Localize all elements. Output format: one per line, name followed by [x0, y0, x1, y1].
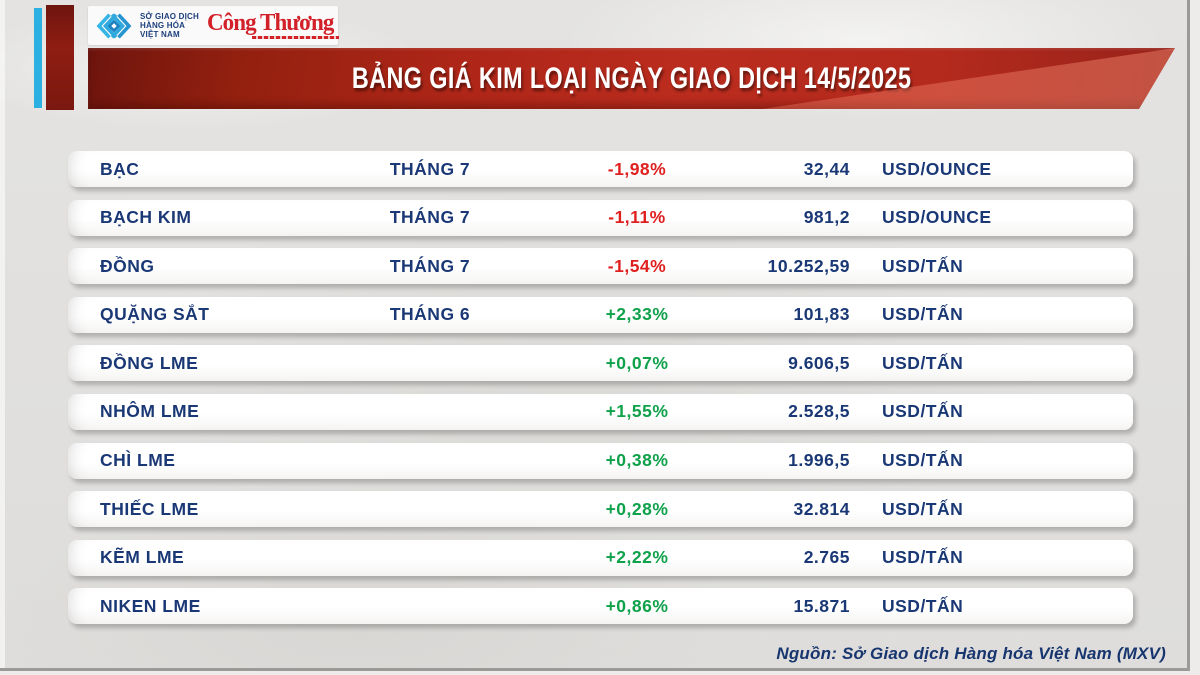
price-unit: USD/OUNCE	[882, 207, 992, 228]
congthuong-logo: Công Thương	[207, 10, 339, 39]
source-note: Nguồn: Sở Giao dịch Hàng hóa Việt Nam (M…	[776, 644, 1166, 663]
price-unit: USD/TẤN	[882, 595, 964, 616]
frame-bottom-margin	[0, 671, 1190, 675]
mxv-chevron-logo-icon	[94, 11, 134, 41]
change-percent: +2,33%	[605, 304, 669, 325]
frame-right-margin	[1190, 0, 1200, 675]
congthuong-wordmark: Công Thương	[207, 10, 334, 36]
commodity-name: ĐỒNG	[100, 255, 155, 276]
change-percent: -1,11%	[608, 207, 666, 228]
table-row: ĐỒNG THÁNG 7 -1,54% 10.252,59 USD/TẤN	[68, 248, 1133, 285]
price-value: 101,83	[793, 304, 850, 325]
change-percent: +0,38%	[605, 450, 669, 471]
commodity-name: KẼM LME	[100, 547, 185, 568]
change-percent: +1,55%	[605, 401, 669, 422]
change-percent: +0,86%	[605, 595, 669, 616]
price-value: 10.252,59	[767, 255, 850, 276]
price-value: 32.814	[793, 498, 850, 519]
mxv-logo-text-line3: VIỆT NAM	[140, 30, 180, 40]
mxv-logo-text-line2: HÀNG HÓA	[140, 20, 186, 30]
contract-month: THÁNG 7	[389, 207, 471, 228]
header-logo-strip: SỞ GIAO DỊCH HÀNG HÓA VIỆT NAM Công Thươ…	[88, 6, 339, 45]
table-row: KẼM LME +2,22% 2.765 USD/TẤN	[68, 539, 1133, 576]
frame-right-line	[1187, 0, 1190, 671]
contract-month: THÁNG 7	[389, 255, 471, 276]
change-percent: +0,28%	[605, 498, 669, 519]
commodity-name: THIẾC LME	[100, 498, 199, 519]
price-unit: USD/OUNCE	[882, 158, 992, 179]
price-value: 2.765	[803, 547, 850, 568]
change-percent: +2,22%	[605, 547, 669, 568]
price-value: 2.528,5	[788, 401, 850, 422]
commodity-name: NIKEN LME	[100, 595, 201, 616]
contract-month: THÁNG 7	[389, 158, 471, 179]
commodity-name: BẠCH KIM	[100, 207, 192, 228]
commodity-name: ĐỒNG LME	[100, 352, 199, 373]
price-unit: USD/TẤN	[882, 547, 964, 568]
commodity-name: NHÔM LME	[100, 401, 200, 422]
table-row: QUẶNG SẮT THÁNG 6 +2,33% 101,83 USD/TẤN	[68, 296, 1133, 333]
table-row: ĐỒNG LME +0,07% 9.606,5 USD/TẤN	[68, 345, 1133, 382]
table-row: BẠCH KIM THÁNG 7 -1,11% 981,2 USD/OUNCE	[68, 199, 1133, 236]
title-banner: BẢNG GIÁ KIM LOẠI NGÀY GIAO DỊCH 14/5/20…	[88, 48, 1175, 109]
price-value: 32,44	[803, 158, 850, 179]
left-accent-bar-cyan	[34, 8, 42, 108]
left-accent-bar-maroon	[46, 5, 74, 110]
change-percent: -1,98%	[607, 158, 667, 179]
change-percent: +0,07%	[605, 352, 669, 373]
commodity-name: QUẶNG SẮT	[100, 304, 210, 325]
page-title: BẢNG GIÁ KIM LOẠI NGÀY GIAO DỊCH 14/5/20…	[351, 61, 912, 95]
price-unit: USD/TẤN	[882, 450, 964, 471]
price-unit: USD/TẤN	[882, 498, 964, 519]
congthuong-tagline-rule	[251, 36, 339, 39]
table-row: NHÔM LME +1,55% 2.528,5 USD/TẤN	[68, 393, 1133, 430]
table-row: BẠC THÁNG 7 -1,98% 32,44 USD/OUNCE	[68, 151, 1133, 187]
price-unit: USD/TẤN	[882, 304, 964, 325]
price-table: BẠC THÁNG 7 -1,98% 32,44 USD/OUNCE BẠCH …	[68, 151, 1133, 625]
commodity-name: BẠC	[100, 158, 140, 179]
price-value: 981,2	[803, 207, 850, 228]
price-value: 9.606,5	[788, 352, 850, 373]
commodity-name: CHÌ LME	[100, 450, 176, 471]
table-row: THIẾC LME +0,28% 32.814 USD/TẤN	[68, 491, 1133, 528]
change-percent: -1,54%	[607, 255, 667, 276]
mxv-logo-text-line1: SỞ GIAO DỊCH	[140, 11, 200, 21]
table-row: CHÌ LME +0,38% 1.996,5 USD/TẤN	[68, 442, 1133, 479]
price-unit: USD/TẤN	[882, 255, 964, 276]
price-unit: USD/TẤN	[882, 401, 964, 422]
table-row: NIKEN LME +0,86% 15.871 USD/TẤN	[68, 588, 1133, 625]
contract-month: THÁNG 6	[389, 304, 471, 325]
frame-bottom-line	[0, 668, 1190, 671]
price-unit: USD/TẤN	[882, 352, 964, 373]
price-value: 1.996,5	[788, 450, 850, 471]
price-value: 15.871	[793, 595, 850, 616]
mxv-logo-text: SỞ GIAO DỊCH HÀNG HÓA VIỆT NAM	[140, 12, 199, 40]
frame-left-edge	[0, 0, 5, 675]
